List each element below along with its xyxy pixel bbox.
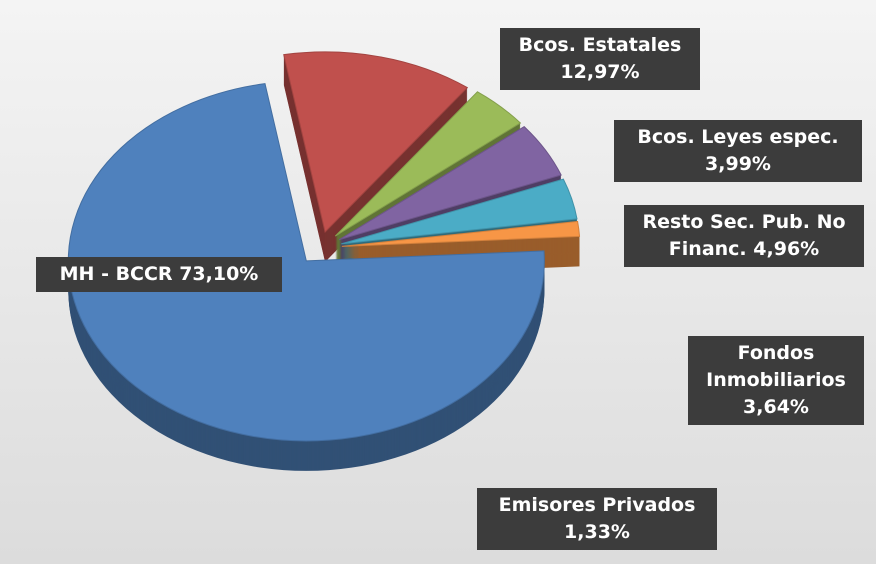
label-value: 1,33% — [564, 521, 630, 543]
label-value: 4,96% — [753, 238, 820, 260]
pie-slice — [341, 220, 581, 247]
data-label: Fondos Inmobiliarios 3,64% — [688, 336, 864, 425]
data-label: Emisores Privados 1,33% — [477, 488, 717, 550]
label-name: Fondos Inmobiliarios — [706, 342, 846, 391]
data-label: Bcos. Leyes espec. 3,99% — [614, 120, 862, 182]
label-name: Bcos. Estatales — [518, 34, 682, 56]
label-name: Emisores Privados — [498, 494, 696, 516]
label-name: MH - BCCR — [59, 263, 173, 285]
pie-slice — [334, 91, 522, 237]
pie-slice — [338, 125, 562, 241]
pie-slice — [67, 83, 545, 442]
label-value: 73,10% — [179, 263, 259, 285]
label-value: 3,99% — [705, 153, 771, 175]
pie-slice — [341, 178, 578, 245]
data-label: MH - BCCR 73,10% — [36, 257, 282, 292]
pie-slice — [283, 51, 469, 233]
label-value: 3,64% — [743, 396, 809, 418]
data-label: Bcos. Estatales 12,97% — [500, 28, 700, 90]
label-value: 12,97% — [560, 61, 640, 83]
data-label: Resto Sec. Pub. No Financ. 4,96% — [624, 205, 864, 267]
label-name: Bcos. Leyes espec. — [637, 126, 839, 148]
label-name: Resto Sec. Pub. No Financ. — [642, 211, 846, 260]
